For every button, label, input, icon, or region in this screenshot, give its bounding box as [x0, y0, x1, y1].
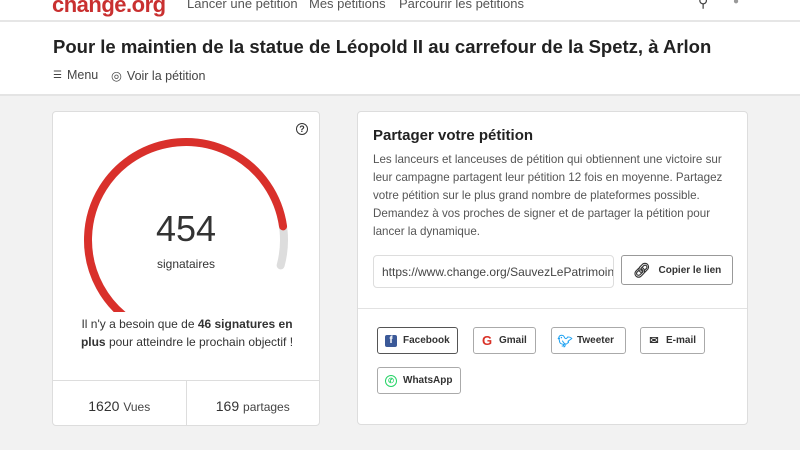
twitter-icon: 🐦︎ [557, 333, 573, 348]
share-card: Partager votre pétition Les lanceurs et … [357, 111, 748, 425]
signature-count: 454 [155, 208, 217, 249]
google-icon: G [481, 333, 493, 348]
views-stat: 1620 Vues [88, 398, 151, 414]
view-petition-label: Voir la pétition [126, 68, 206, 83]
nav-my-petitions[interactable]: Mes pétitions [309, 0, 386, 11]
signature-count-label: signataires [156, 257, 216, 271]
page-title: Pour le maintien de la statue de Léopold… [53, 36, 712, 57]
facebook-icon: f [385, 334, 397, 347]
menu-label: Menu [66, 68, 99, 82]
email-share-button[interactable]: ✉ E-mail [640, 327, 705, 354]
progress-card: ? 454 signataires Il n'y a besoin que de… [52, 111, 320, 426]
share-description: Les lanceurs et lanceuses de pétition qu… [373, 153, 723, 238]
link-icon: 🔗︎ [632, 261, 651, 278]
facebook-share-button[interactable]: f Facebook [377, 327, 458, 354]
twitter-share-button[interactable]: 🐦︎ Tweeter [551, 327, 626, 354]
search-icon[interactable]: ⚲ [698, 0, 709, 10]
whatsapp-share-button[interactable]: ✆ WhatsApp [377, 367, 461, 394]
help-icon[interactable]: ? [296, 123, 308, 135]
petition-header: Pour le maintien de la statue de Léopold… [0, 22, 800, 96]
nav-browse-petitions[interactable]: Parcourir les pétitions [399, 0, 524, 11]
copy-link-label: Copier le lien [658, 264, 722, 276]
petition-url-field[interactable]: https://www.change.org/SauvezLePatrimoin… [373, 255, 614, 288]
shares-stat: 169 partages [185, 381, 320, 426]
view-petition-link[interactable]: ◎ Voir la pétition [111, 68, 206, 84]
nav-start-petition[interactable]: Lancer une pétition [187, 0, 298, 11]
gmail-share-button[interactable]: G Gmail [473, 327, 536, 354]
share-title: Partager votre pétition [373, 127, 534, 144]
goal-message: Il n'y a besoin que de 46 signatures en … [80, 317, 294, 349]
list-icon: ☰ [53, 69, 62, 81]
copy-link-button[interactable]: 🔗︎ Copier le lien [621, 255, 733, 285]
stats-row: 1620 Vues 169 partages [53, 380, 319, 426]
top-navigation: change.org Lancer une pétition Mes pétit… [0, 0, 800, 22]
eye-icon: ◎ [111, 69, 122, 83]
envelope-icon: ✉ [649, 335, 659, 347]
divider [358, 308, 747, 309]
change-org-logo[interactable]: change.org [52, 0, 166, 17]
avatar[interactable]: ● [733, 0, 740, 7]
whatsapp-icon: ✆ [385, 374, 397, 387]
menu-button[interactable]: ☰ Menu [53, 68, 98, 82]
signature-gauge [84, 138, 288, 312]
gauge-fill [84, 138, 288, 312]
